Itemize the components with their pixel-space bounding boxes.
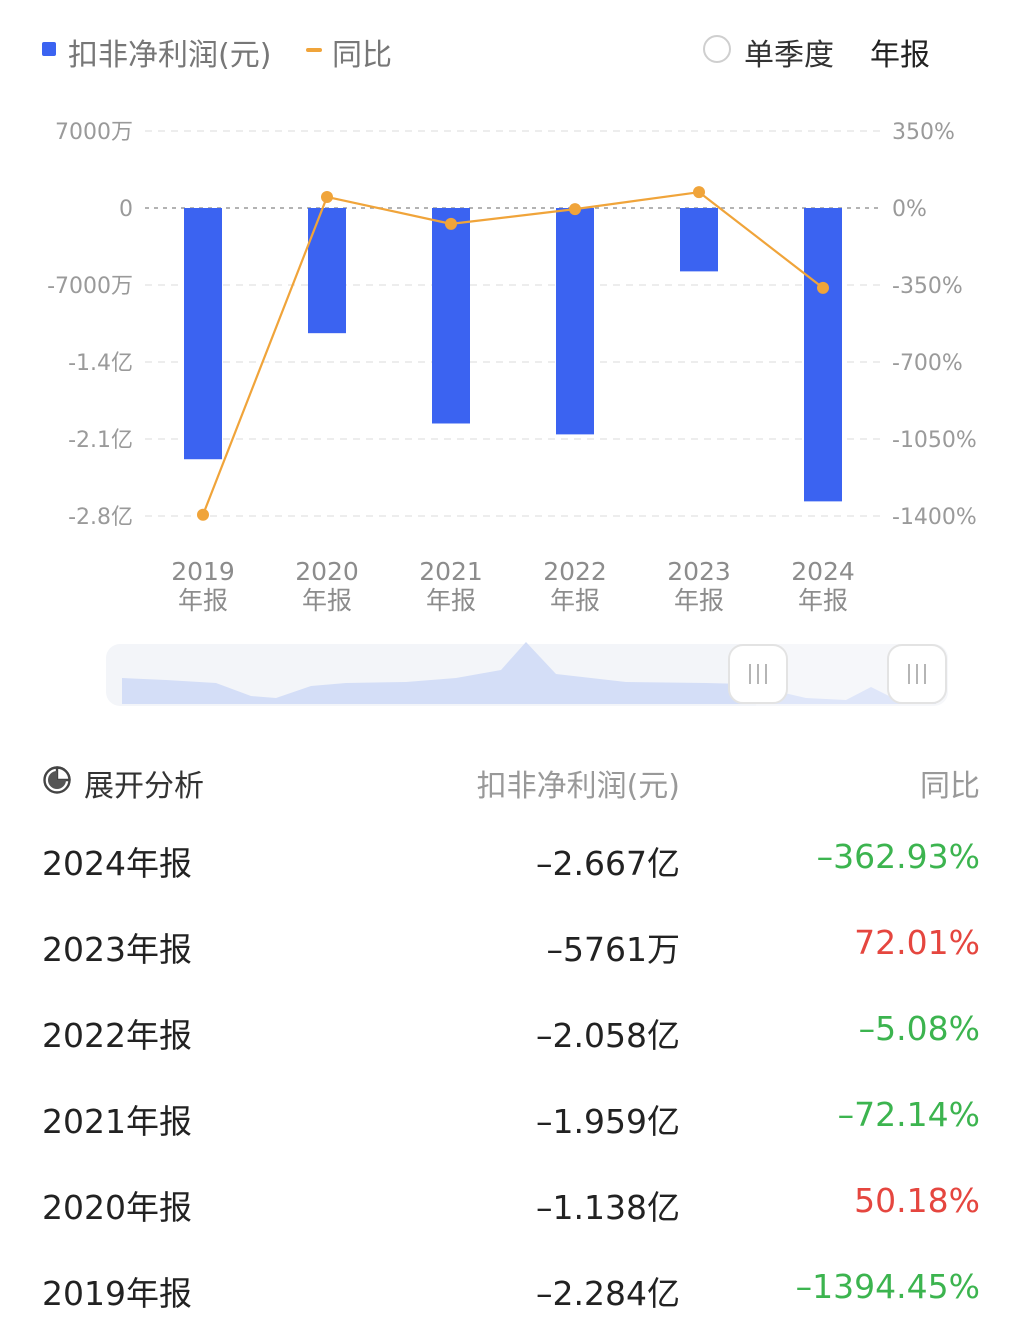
- yoy-point[interactable]: [197, 508, 209, 521]
- range-slider[interactable]: [106, 640, 948, 710]
- profit-chart: 7000万 350% 0 0% -7000万 -350% -1.4亿 -700% -2.1亿 -1…: [0, 100, 1024, 620]
- left-axis-tick-label: -2.1亿: [68, 428, 133, 453]
- row-profit-value: –2.284亿: [536, 1274, 680, 1313]
- table-header: 展开分析 扣非净利润(元) 同比: [0, 745, 1024, 815]
- x-axis-year-label: 2019: [171, 557, 235, 586]
- yoy-point[interactable]: [693, 186, 705, 199]
- yoy-line: [201, 191, 824, 516]
- table-row[interactable]: 2022年报 –2.058亿 –5.08%: [0, 987, 1024, 1073]
- x-axis-period-label: 年报: [674, 586, 724, 615]
- row-period: 2020年报: [42, 1188, 192, 1227]
- profit-bar[interactable]: [308, 208, 346, 334]
- row-yoy-value: 50.18%: [854, 1181, 980, 1220]
- left-axis-tick-label: 7000万: [55, 120, 133, 145]
- column-header-yoy: 同比: [920, 769, 980, 804]
- x-axis-year-label: 2023: [667, 557, 731, 586]
- chart-svg: 7000万 350% 0 0% -7000万 -350% -1.4亿 -700% -2.1亿 -1…: [47, 120, 977, 615]
- bar-legend-swatch: [42, 42, 56, 56]
- right-axis-tick-label: -1400%: [892, 505, 977, 530]
- yoy-point[interactable]: [817, 281, 829, 294]
- pie-chart-icon[interactable]: [42, 765, 72, 795]
- bar-legend-label[interactable]: 扣非净利润(元): [68, 38, 272, 73]
- row-profit-value: –2.058亿: [536, 1016, 680, 1055]
- row-yoy-value: –5.08%: [858, 1009, 980, 1048]
- left-axis-tick-label: 0: [119, 197, 133, 222]
- row-profit-value: –1.959亿: [536, 1102, 680, 1141]
- left-axis-tick-label: -1.4亿: [68, 351, 133, 376]
- profit-table: 展开分析 扣非净利润(元) 同比 2024年报 –2.667亿 –362.93% 20…: [0, 745, 1024, 1331]
- profit-bar[interactable]: [556, 208, 594, 435]
- right-axis-tick-label: -700%: [892, 351, 963, 376]
- row-yoy-value: –72.14%: [837, 1095, 980, 1134]
- row-yoy-value: 72.01%: [854, 923, 980, 962]
- row-profit-value: –1.138亿: [536, 1188, 680, 1227]
- row-period: 2022年报: [42, 1016, 192, 1055]
- table-row[interactable]: 2024年报 –2.667亿 –362.93%: [0, 815, 1024, 901]
- x-axis-period-label: 年报: [302, 586, 352, 615]
- x-axis-year-label: 2021: [419, 557, 483, 586]
- profit-bar[interactable]: [184, 208, 222, 460]
- table-row[interactable]: 2023年报 –5761万 72.01%: [0, 901, 1024, 987]
- slider-right-handle[interactable]: [887, 644, 947, 704]
- right-axis-tick-label: -1050%: [892, 428, 977, 453]
- x-axis-year-label: 2022: [543, 557, 607, 586]
- x-axis-year-label: 2020: [295, 557, 359, 586]
- profit-bar[interactable]: [432, 208, 470, 424]
- x-axis-period-label: 年报: [550, 586, 600, 615]
- yoy-point[interactable]: [445, 217, 457, 230]
- row-period: 2024年报: [42, 844, 192, 883]
- right-axis-tick-label: 0%: [892, 197, 927, 222]
- x-axis-period-label: 年报: [798, 586, 848, 615]
- quarter-radio[interactable]: [703, 35, 731, 63]
- row-profit-value: –2.667亿: [536, 844, 680, 883]
- range-slider-svg: [106, 642, 948, 706]
- right-axis-tick-label: -350%: [892, 274, 963, 299]
- table-row[interactable]: 2021年报 –1.959亿 –72.14%: [0, 1073, 1024, 1159]
- quarter-option-label[interactable]: 单季度: [744, 38, 834, 73]
- left-axis-tick-label: -7000万: [47, 274, 133, 299]
- profit-bar[interactable]: [804, 208, 842, 502]
- annual-option-label[interactable]: 年报: [870, 38, 930, 73]
- row-yoy-value: –362.93%: [816, 837, 980, 876]
- yoy-point[interactable]: [321, 190, 333, 203]
- slider-left-handle[interactable]: [728, 644, 788, 704]
- row-yoy-value: –1394.45%: [795, 1267, 980, 1306]
- x-axis-year-label: 2024: [791, 557, 855, 586]
- row-period: 2023年报: [42, 930, 192, 969]
- right-axis-tick-label: 350%: [892, 120, 955, 145]
- row-period: 2021年报: [42, 1102, 192, 1141]
- x-axis-period-label: 年报: [178, 586, 228, 615]
- table-row[interactable]: 2019年报 –2.284亿 –1394.45%: [0, 1245, 1024, 1331]
- row-period: 2019年报: [42, 1274, 192, 1313]
- table-row[interactable]: 2020年报 –1.138亿 50.18%: [0, 1159, 1024, 1245]
- line-legend-label[interactable]: 同比: [332, 38, 392, 73]
- chart-legend: 扣非净利润(元) 同比 单季度 年报: [0, 0, 1024, 100]
- x-axis-period-label: 年报: [426, 586, 476, 615]
- left-axis-tick-label: -2.8亿: [68, 505, 133, 530]
- column-header-value: 扣非净利润(元): [476, 769, 680, 804]
- yoy-point[interactable]: [569, 203, 581, 216]
- profit-bar[interactable]: [680, 208, 718, 272]
- expand-analysis-link[interactable]: 展开分析: [84, 769, 204, 804]
- row-profit-value: –5761万: [546, 930, 680, 969]
- line-legend-swatch: [306, 48, 322, 52]
